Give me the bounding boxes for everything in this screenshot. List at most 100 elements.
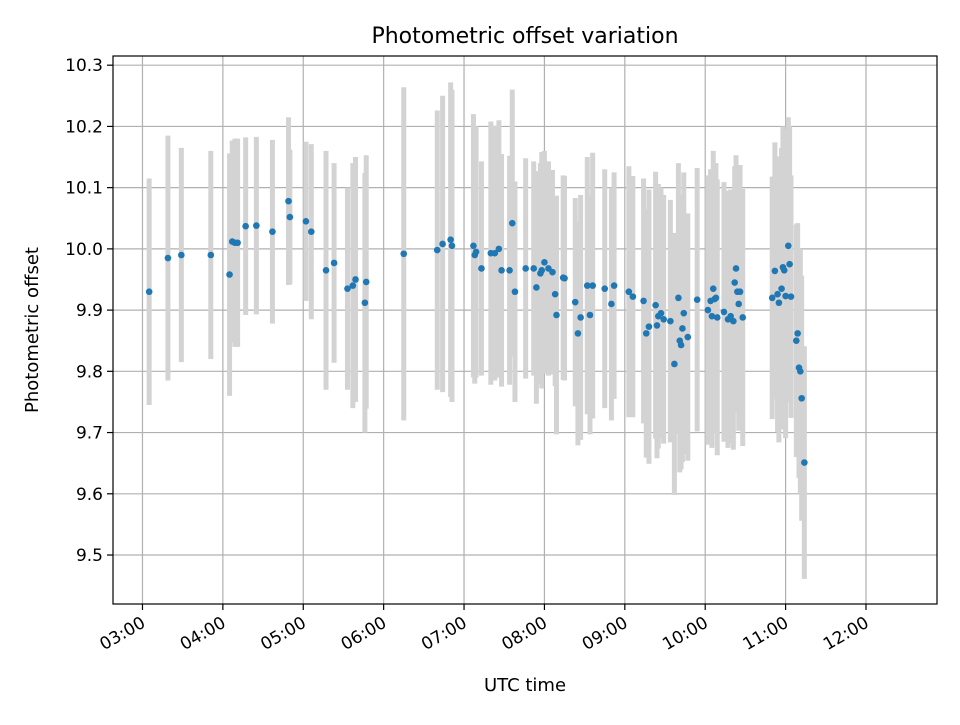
y-tick-label: 10.3 [65, 56, 103, 76]
y-tick-label: 9.6 [76, 485, 103, 505]
data-point [362, 278, 370, 286]
data-point [657, 309, 665, 317]
data-point [433, 246, 441, 254]
data-point [448, 242, 456, 250]
data-point [511, 288, 519, 296]
data-point [286, 213, 294, 221]
data-point [736, 288, 744, 296]
data-point [577, 314, 584, 321]
data-point [491, 249, 499, 257]
y-tick-label: 9.8 [76, 362, 103, 382]
data-point [713, 314, 721, 321]
data-point [478, 265, 485, 272]
data-point [625, 288, 633, 296]
data-point [470, 242, 477, 250]
plot-frame [112, 55, 938, 605]
data-point [495, 245, 503, 253]
data-point [667, 317, 674, 325]
data-point [574, 330, 582, 337]
data-point [704, 306, 712, 314]
data-point [771, 267, 779, 275]
data-point [709, 285, 717, 292]
data-points [145, 197, 808, 466]
data-point [787, 293, 795, 300]
data-point [730, 317, 737, 325]
y-tick-label: 10.0 [65, 240, 103, 260]
data-point [601, 285, 609, 292]
y-tick-label: 10.1 [65, 179, 103, 199]
data-point [349, 282, 357, 289]
data-point [533, 284, 540, 291]
data-point [530, 265, 538, 272]
data-point [784, 242, 792, 250]
data-point [660, 315, 667, 323]
data-point [797, 368, 804, 375]
data-point [675, 294, 682, 302]
data-point [693, 296, 701, 303]
data-point [589, 282, 596, 289]
data-point [472, 248, 480, 256]
y-axis-label: Photometric offset [22, 247, 43, 413]
data-point [584, 282, 591, 289]
data-point [178, 251, 185, 259]
data-point [242, 222, 249, 230]
data-point [793, 337, 800, 345]
data-point [307, 228, 315, 236]
data-point [732, 265, 740, 272]
data-point [798, 394, 805, 402]
data-point [400, 250, 408, 258]
data-point [775, 299, 783, 307]
data-point [801, 459, 808, 466]
data-point [671, 360, 678, 368]
data-point [642, 330, 650, 337]
data-point [768, 294, 776, 302]
data-point [708, 312, 716, 320]
data-point [735, 300, 743, 308]
data-point [498, 267, 505, 274]
data-point [782, 292, 789, 300]
data-point [285, 197, 292, 205]
data-point [731, 279, 738, 286]
data-point [645, 323, 653, 330]
data-point [608, 300, 615, 308]
data-point [541, 259, 548, 266]
y-tick-label: 9.7 [76, 424, 103, 444]
data-point [269, 228, 276, 236]
y-tick-label: 9.9 [76, 301, 103, 321]
data-point [780, 267, 788, 274]
data-point [679, 325, 686, 332]
data-point [253, 222, 260, 229]
data-point [610, 282, 618, 289]
data-point [629, 293, 637, 300]
data-point [786, 260, 793, 268]
data-point [571, 298, 579, 306]
data-point [712, 294, 720, 302]
data-point [506, 267, 513, 274]
data-point [508, 219, 516, 227]
data-point [522, 265, 529, 272]
data-point [226, 271, 233, 278]
data-point [322, 267, 330, 274]
data-point [653, 322, 661, 329]
data-point [680, 309, 688, 317]
data-point [439, 240, 446, 248]
x-axis-label: UTC time [484, 675, 566, 696]
data-point [739, 314, 747, 321]
data-point [677, 341, 685, 349]
data-point [361, 299, 369, 307]
data-point [538, 267, 546, 274]
data-point [330, 259, 338, 267]
y-tick-label: 9.5 [76, 546, 103, 566]
data-point [553, 311, 560, 319]
data-point [640, 297, 647, 305]
data-point [549, 268, 556, 276]
data-point [794, 330, 801, 337]
data-point [447, 236, 454, 243]
data-point [207, 251, 215, 259]
data-point [652, 301, 659, 309]
data-point [720, 308, 728, 316]
data-point [561, 274, 568, 282]
data-point [778, 285, 785, 292]
